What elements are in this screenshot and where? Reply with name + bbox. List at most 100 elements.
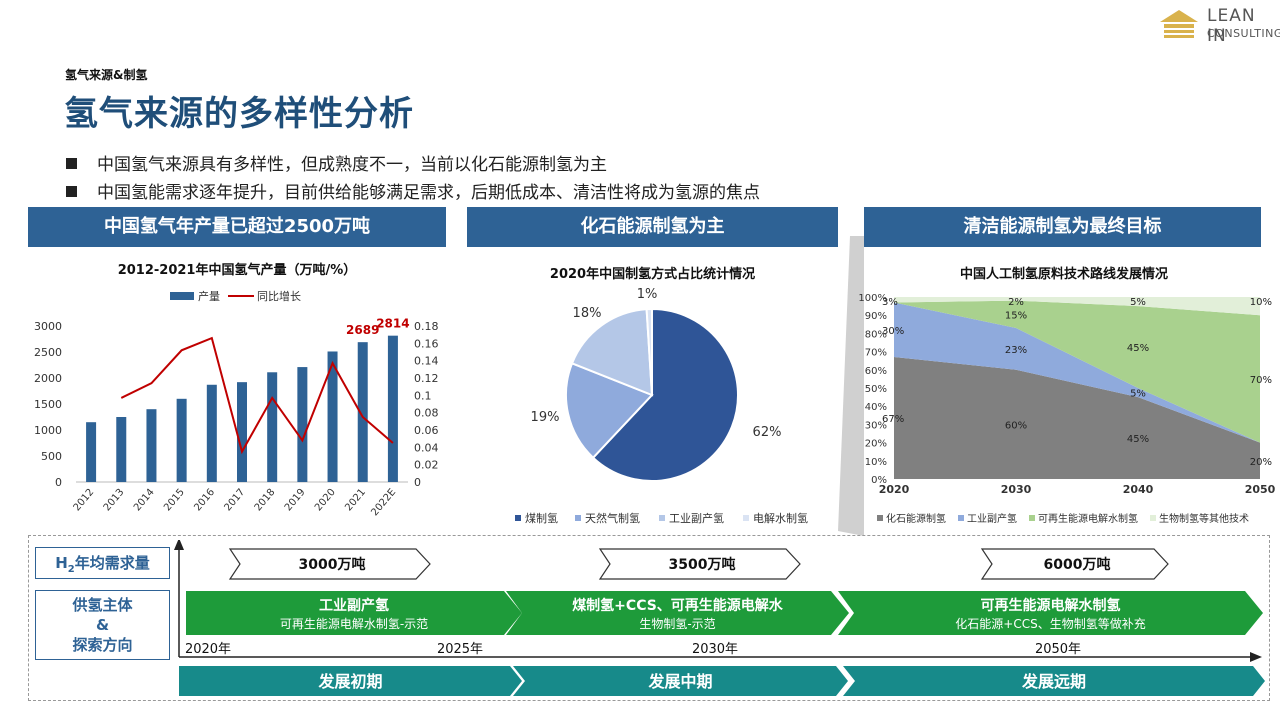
x-tick-label: 2019	[283, 487, 308, 514]
legend-label: 化石能源制氢	[886, 512, 946, 525]
y-left-tick-label: 3000	[34, 320, 62, 333]
legend-label: 可再生能源电解水制氢	[1038, 512, 1138, 525]
legend-swatch	[515, 515, 521, 521]
page-title: 氢气来源的多样性分析	[64, 94, 414, 134]
supply-row-label: 供氢主体 & 探索方向	[35, 590, 170, 660]
area-data-label: 5%	[1130, 297, 1146, 308]
x-tick-label: 2015	[162, 487, 187, 514]
logo-text-line1: LEAN IN	[1207, 6, 1256, 46]
bar-2020	[327, 351, 338, 482]
y-right-tick-label: 0.14	[414, 355, 439, 368]
pie-slice-2	[570, 308, 654, 397]
axis-arrow-up-icon	[174, 540, 184, 550]
phase-main: 可再生能源电解水制氢	[981, 597, 1121, 614]
demand-arrow	[598, 548, 801, 580]
y-tick-label: 100%	[858, 293, 887, 304]
legend-label: 煤制氢	[525, 511, 558, 525]
area-data-label: 45%	[1127, 434, 1149, 445]
growth-line	[120, 336, 394, 455]
area-data-label: 5%	[1130, 389, 1146, 400]
y-left-tick-label: 2500	[34, 346, 62, 359]
legend-swatch	[1029, 515, 1035, 521]
y-tick-label: 60%	[865, 366, 887, 377]
year-label: 2025年	[437, 642, 483, 657]
demand-label: 3500万吨	[669, 556, 736, 573]
x-tick-label: 2020	[879, 483, 910, 496]
pie-label: 18%	[573, 306, 602, 321]
x-tick-label: 2018	[253, 487, 278, 514]
y-right-tick-label: 0.04	[414, 441, 439, 454]
pie-label: 62%	[753, 425, 782, 440]
pie-label: 19%	[531, 410, 560, 425]
area-data-label: 15%	[1005, 310, 1027, 321]
bar-data-label: 2814	[376, 317, 409, 331]
area-data-label: 60%	[1005, 420, 1027, 431]
area-data-label: 70%	[1250, 375, 1272, 386]
bar-2013	[116, 417, 127, 482]
phase-chevron	[186, 591, 522, 635]
y-tick-label: 40%	[865, 402, 887, 413]
bullet-1: 中国氢气来源具有多样性，但成熟度不一，当前以化石能源制氢为主	[66, 150, 607, 175]
x-tick-label: 2050	[1245, 483, 1275, 496]
y-left-tick-label: 1000	[34, 424, 62, 437]
phase-sub: 化石能源+CCS、生物制氢等做补充	[955, 616, 1145, 631]
area-series-0	[894, 357, 1260, 479]
legend-label: 天然气制氢	[585, 511, 640, 525]
x-tick-label: 2020	[313, 487, 338, 514]
bar-2021	[357, 342, 368, 482]
year-label: 2050年	[1035, 642, 1081, 657]
area-data-label: 67%	[882, 414, 904, 425]
pie-slice-3	[645, 307, 653, 396]
y-tick-label: 50%	[865, 384, 887, 395]
x-tick-label: 2040	[1123, 483, 1154, 496]
stage-chevron	[843, 666, 1265, 696]
callout-wedge	[838, 236, 864, 536]
pie-chart: 62% 19% 18% 1% 煤制氢 天然气制氢 工业副产氢 电解水制氢	[515, 287, 808, 525]
phase-main: 工业副产氢	[319, 597, 389, 614]
x-tick-label: 2021	[343, 487, 368, 514]
year-label: 2020年	[185, 642, 231, 657]
y-right-tick-label: 0.06	[414, 424, 439, 437]
area-data-label: 30%	[882, 326, 904, 337]
y-right-tick-label: 0.12	[414, 372, 439, 385]
y-right-tick-label: 0.08	[414, 407, 439, 420]
section-kicker: 氢气来源&制氢	[65, 68, 148, 82]
bar-2019	[297, 367, 308, 482]
y-tick-label: 10%	[865, 457, 887, 468]
legend-swatch	[659, 515, 665, 521]
x-tick-label: 2030	[1001, 483, 1032, 496]
legend-swatch	[743, 515, 749, 521]
legend-swatch	[958, 515, 964, 521]
panel-1-header: 中国氢气年产量已超过2500万吨	[28, 207, 446, 247]
x-tick-label: 2014	[132, 487, 157, 514]
y-left-tick-label: 1500	[34, 398, 62, 411]
legend-label: 工业副产氢	[669, 511, 724, 525]
bar-2022E	[387, 335, 398, 482]
area-data-label: 20%	[1250, 457, 1272, 468]
y-left-tick-label: 500	[41, 450, 62, 463]
area-data-label: 3%	[882, 297, 898, 308]
bar-2014	[146, 409, 157, 482]
area-series-1	[894, 302, 1260, 443]
phase-sub: 可再生能源电解水制氢-示范	[280, 616, 428, 631]
stage-label: 发展初期	[317, 672, 382, 691]
phase-chevron	[838, 591, 1263, 635]
x-tick-label: 2012	[72, 487, 97, 514]
area-data-label: 2%	[1008, 297, 1024, 308]
legend-bar-swatch	[170, 292, 194, 300]
bullet-2-text: 中国氢能需求逐年提升，目前供给能够满足需求，后期低成本、清洁性将成为氢源的焦点	[97, 183, 760, 203]
bar-data-label: 2689	[346, 323, 379, 337]
area-series-2	[894, 300, 1260, 443]
legend-swatch	[877, 515, 883, 521]
x-tick-label: 2013	[102, 487, 127, 514]
bullet-2: 中国氢能需求逐年提升，目前供给能够满足需求，后期低成本、清洁性将成为氢源的焦点	[66, 178, 760, 203]
panel-2-header: 化石能源制氢为主	[467, 207, 838, 247]
pie-label: 1%	[637, 287, 658, 302]
legend-label: 生物制氢等其他技术	[1159, 512, 1249, 525]
panel-3-header: 清洁能源制氢为最终目标	[864, 207, 1261, 247]
y-tick-label: 0%	[871, 475, 887, 486]
x-tick-label: 2022E	[369, 487, 398, 518]
y-right-tick-label: 0	[414, 476, 421, 489]
y-right-tick-label: 0.1	[414, 389, 432, 402]
y-right-tick-label: 0.16	[414, 337, 439, 350]
